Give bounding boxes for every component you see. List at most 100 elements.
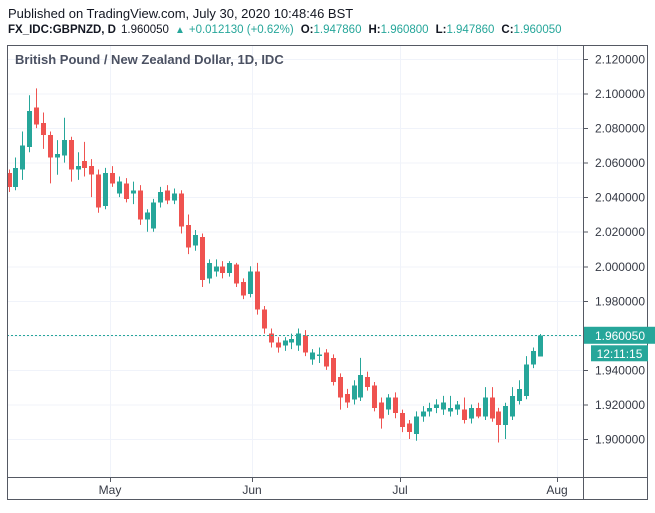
price-scale[interactable]: 2.120000 2.100000 2.080000 2.060000 2.040000… [583,53,645,447]
candle [469,404,474,424]
candle [207,259,212,284]
candle [455,401,460,415]
candle [324,349,329,370]
candle [7,169,12,192]
price-tick-label: 1.940000 [595,363,645,377]
candle [490,387,495,422]
symbol-name: FX_IDC:GBPNZD, D [8,24,116,36]
candle [345,388,350,408]
candle [503,402,508,439]
last-price: 1.960050 [120,24,169,36]
candle [400,409,405,433]
candle [331,354,336,386]
candle [138,185,143,225]
price-tick-label: 2.080000 [595,122,645,136]
price-tick-label: 2.120000 [595,53,645,67]
candle [283,337,288,351]
candle [27,95,32,153]
candle [296,328,301,351]
price-change: +0.012130 (+0.62%) [188,24,294,36]
candle [241,278,246,300]
candle [151,198,156,232]
candle [338,373,343,410]
candle [20,131,25,180]
price-tick-label: 1.900000 [595,433,645,447]
candle [524,356,529,400]
candle [103,167,108,210]
candle [82,141,87,177]
candle [248,266,253,298]
candle [62,117,67,163]
candle [427,402,432,417]
candle [365,371,370,391]
candle [41,112,46,149]
candle [434,399,439,414]
candle [165,185,170,205]
candle [372,382,377,412]
price-tick-label: 2.060000 [595,156,645,170]
close-value: C:1.960050 [501,24,562,36]
candle [117,176,122,198]
candle [496,407,501,443]
price-tick-label: 2.100000 [595,87,645,101]
candle [110,166,115,187]
month-tick-label: Aug [546,483,567,497]
candle [358,357,363,401]
candle [352,380,357,405]
price-badge: 1.960050 [584,326,655,344]
candle [414,411,419,441]
candle [69,136,74,182]
candle [393,392,398,419]
candle [214,259,219,277]
candle [172,188,177,205]
candle [76,152,81,180]
candle [55,140,60,175]
candle [255,262,260,315]
published-line: Published on TradingView.com, July 30, 2… [8,6,354,21]
candle [262,306,267,334]
candle [379,397,384,429]
candle [483,387,488,420]
candle [317,347,322,363]
countdown-badge: 12:11:15 [591,345,648,362]
chart-title: British Pound / New Zealand Dollar, 1D, … [15,52,284,67]
candle [421,406,426,422]
candle [276,337,281,353]
candle [193,230,198,251]
candle [517,380,522,405]
candle [510,387,515,420]
candle [538,333,543,357]
price-tick-label: 2.020000 [595,225,645,239]
low-value: L:1.947860 [435,24,495,36]
candle [386,394,391,415]
candle [145,209,150,232]
month-tick-label: Jul [392,483,407,497]
candle [200,233,205,287]
price-badge-label: 1.960050 [595,329,645,343]
price-tick-label: 1.920000 [595,398,645,412]
chart-frame: 2.120000 2.100000 2.080000 2.060000 2.040000… [7,45,655,500]
chart-pane[interactable]: 2.120000 2.100000 2.080000 2.060000 2.040000… [7,45,655,500]
price-tick-label: 2.040000 [595,191,645,205]
candle [310,349,315,365]
candle [441,395,446,415]
month-tick-label: May [99,483,122,497]
chart-border [7,45,648,500]
candle [186,214,191,255]
candle [234,262,239,287]
time-scale[interactable]: May Jun Jul Aug [99,477,568,497]
candle [179,190,184,234]
symbol-info-line: FX_IDC:GBPNZD, D 1.960050 ▲ +0.012130 (+0.6… [8,24,562,36]
month-tick-label: Jun [242,483,261,497]
candle [476,402,481,419]
candle [158,186,163,208]
open-value: O:1.947860 [300,24,362,36]
candle [303,330,308,357]
candle [220,261,225,279]
high-value: H:1.960800 [368,24,429,36]
candle [131,181,136,205]
candle [462,397,467,424]
price-tick-label: 1.980000 [595,294,645,308]
change-up-arrow-icon: ▲ [174,25,185,36]
